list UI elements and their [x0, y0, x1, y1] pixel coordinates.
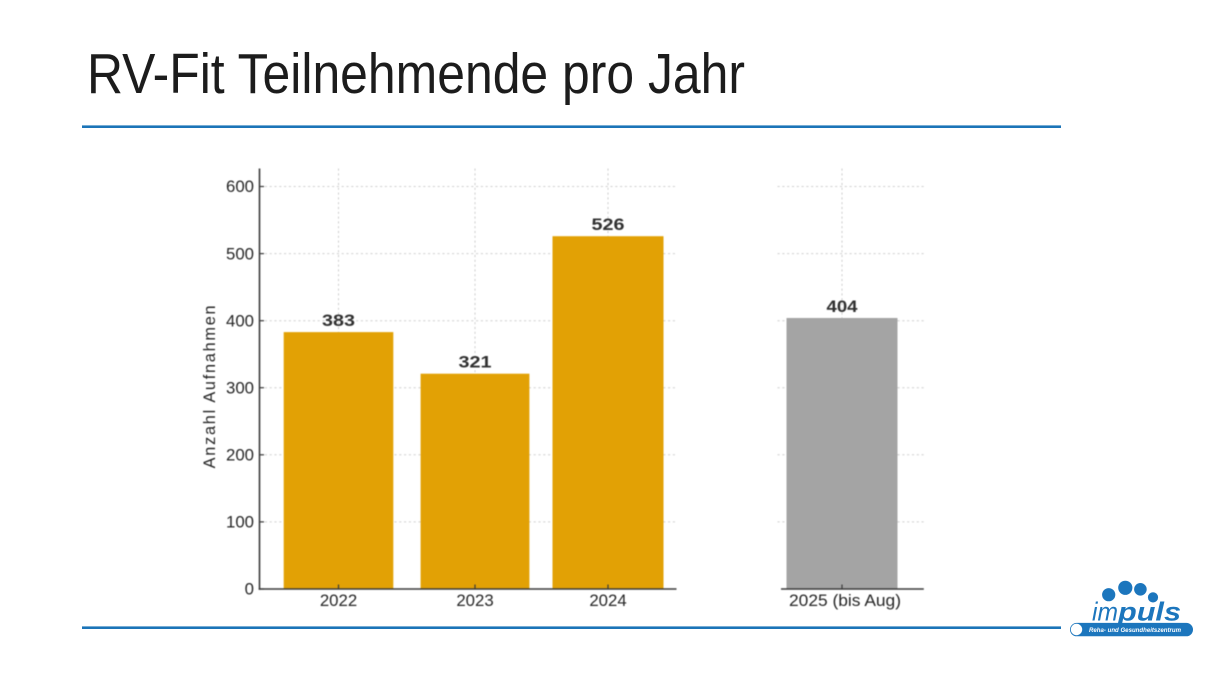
svg-text:404: 404: [827, 298, 858, 316]
svg-text:400: 400: [226, 311, 254, 330]
svg-text:200: 200: [226, 446, 254, 465]
svg-text:0: 0: [245, 580, 254, 599]
svg-text:383: 383: [322, 312, 355, 330]
svg-text:Reha- und Gesundheitszentrum: Reha- und Gesundheitszentrum: [1089, 627, 1181, 634]
svg-text:2024: 2024: [589, 591, 626, 610]
svg-text:600: 600: [226, 177, 254, 196]
svg-text:RV-Fit Teilnehmende pro Jahr: RV-Fit Teilnehmende pro Jahr: [87, 42, 745, 106]
svg-text:impuls: impuls: [1092, 597, 1181, 627]
svg-text:Anzahl Aufnahmen: Anzahl Aufnahmen: [201, 304, 219, 469]
svg-text:100: 100: [226, 513, 254, 532]
svg-text:2022: 2022: [320, 591, 357, 610]
svg-text:300: 300: [226, 378, 254, 397]
svg-text:2025 (bis Aug): 2025 (bis Aug): [789, 591, 901, 610]
svg-text:2023: 2023: [456, 591, 493, 610]
svg-text:500: 500: [226, 244, 254, 263]
svg-text:526: 526: [592, 216, 625, 234]
svg-text:321: 321: [459, 354, 492, 372]
